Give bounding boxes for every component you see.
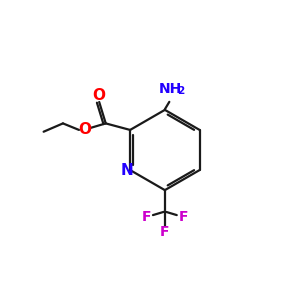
Text: F: F xyxy=(142,210,151,224)
Text: NH: NH xyxy=(159,82,182,96)
Text: F: F xyxy=(178,210,188,224)
Text: 2: 2 xyxy=(177,85,184,96)
Text: F: F xyxy=(160,225,170,239)
Text: O: O xyxy=(93,88,106,103)
Text: N: N xyxy=(120,163,133,178)
Text: O: O xyxy=(78,122,91,137)
